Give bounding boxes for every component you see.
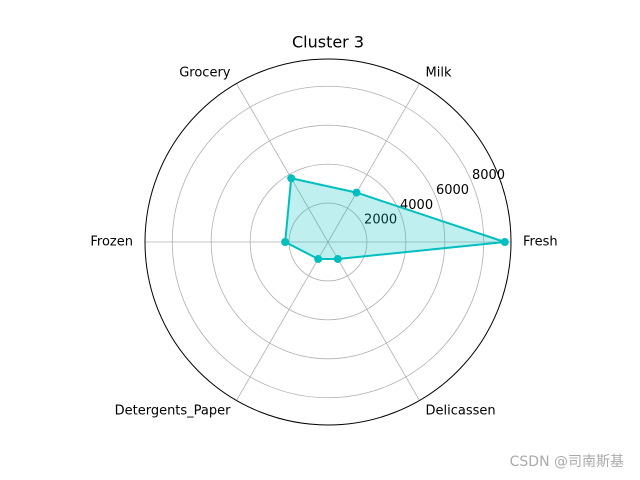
category-label: Milk xyxy=(426,66,452,81)
category-label: Delicassen xyxy=(426,403,496,418)
radar-point xyxy=(281,238,290,246)
category-label: Grocery xyxy=(179,66,231,81)
spoke xyxy=(327,83,420,243)
radar-point xyxy=(352,188,361,197)
r-tick-label: 2000 xyxy=(364,213,397,228)
watermark: CSDN @司南斯基 xyxy=(510,453,624,470)
r-tick-label: 8000 xyxy=(472,168,505,183)
spoke xyxy=(236,241,329,401)
category-label: Frozen xyxy=(90,235,133,250)
spoke xyxy=(327,241,420,401)
radar-area xyxy=(284,177,506,261)
radar-point xyxy=(500,238,509,246)
spoke xyxy=(236,83,329,243)
r-tick-label: 6000 xyxy=(436,183,469,198)
chart-title: Cluster 3 xyxy=(292,33,364,52)
radar-point xyxy=(287,174,296,183)
category-label: Fresh xyxy=(523,235,558,250)
category-label: Detergents_Paper xyxy=(115,403,232,418)
outer-frame xyxy=(144,58,512,426)
radar-point xyxy=(333,255,342,264)
radar-point xyxy=(314,255,323,264)
